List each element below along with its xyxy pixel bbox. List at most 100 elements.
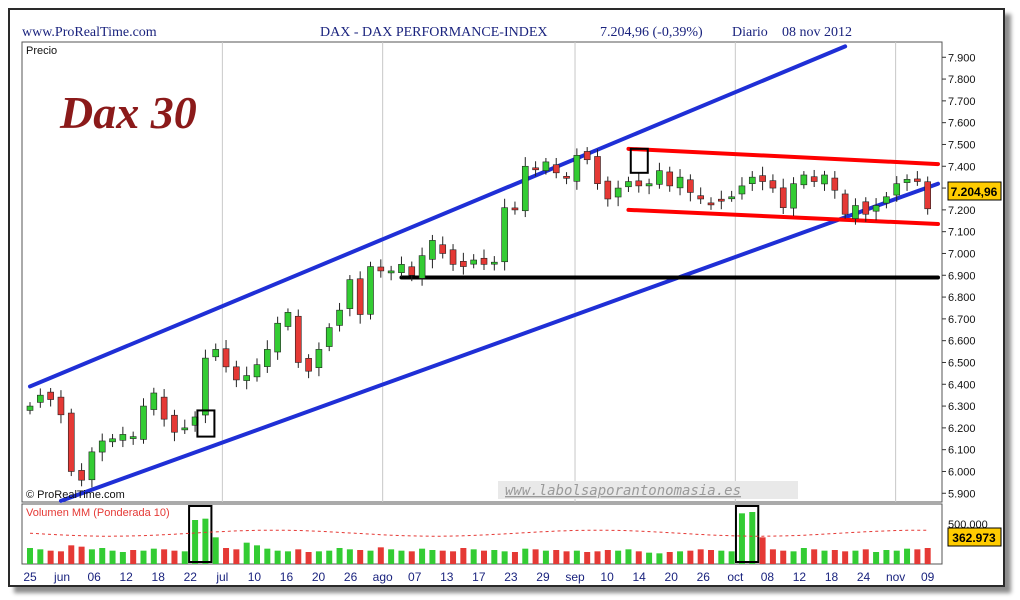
candle-body [594,156,601,185]
volume-bar [604,550,611,564]
x-tick-label: nov [886,570,905,584]
candle-body [573,155,581,182]
candle-body [439,244,447,254]
volume-bar [584,552,591,564]
volume-bar [295,549,302,564]
volume-bar [666,552,673,564]
candles [26,147,931,488]
candle-body [635,180,643,187]
volume-bar [914,549,921,564]
candle-body [356,278,364,315]
last-price-badge [947,181,1002,201]
volume-bar [470,549,477,564]
candle-body [914,178,921,182]
instrument-name: DAX - DAX PERFORMANCE-INDEX [320,25,548,40]
y-tick-label: 6.900 [948,270,976,282]
candle-body [460,261,467,267]
highlight-boxes [196,147,649,438]
chart-svg: www.ProRealTime.com DAX - DAX PERFORMANC… [21,25,1002,584]
volume-bar [511,552,518,564]
candle-body [769,180,777,189]
candle-body [583,151,591,161]
candle-body [676,176,684,189]
x-tick-label: 07 [408,570,422,584]
volume-bar [718,550,725,564]
volume-bar [450,551,457,564]
x-tick-label: 14 [632,570,646,584]
price-label: Precio [26,45,57,57]
y-tick-label: 6.000 [948,466,976,478]
volume-bar [780,550,787,564]
x-tick-label: 17 [472,570,486,584]
candle-body [759,175,766,182]
volume-bar [326,550,333,564]
candle-body [552,164,560,174]
candle-body [202,357,209,416]
candle-body [140,405,147,440]
range-lower-line [626,207,940,227]
volume-bar [532,549,539,564]
x-tick-label: 23 [504,570,518,584]
watermark-url[interactable]: www.labolsaporantonomasia.es [505,483,741,499]
candle-body [274,322,281,353]
volume-bar [646,552,653,564]
channel-upper-line [28,44,848,389]
x-tick-label: oct [727,570,744,584]
candle-body [284,312,292,327]
volume-bar [883,550,890,564]
x-tick-label: 10 [248,570,262,584]
volume-bar [78,546,85,564]
volume-bar [243,542,250,564]
volume-label: Volumen MM (Ponderada 10) [26,507,170,519]
candle-body [264,349,271,367]
candle-body [88,451,96,481]
candle-body [614,187,622,198]
volume-bar [99,548,106,564]
candle-body [37,394,44,403]
candle-body [625,181,632,188]
candle-body [800,174,808,186]
volume-bar [315,551,322,564]
candle-body [150,392,158,410]
candle-body [924,181,931,210]
x-tick-label: 12 [120,570,134,584]
volume-bar [398,550,405,564]
candle-body [532,167,539,171]
volume-bar [130,550,137,564]
candle-body [160,396,168,420]
candle-body [831,177,839,191]
volume-bar [192,520,199,564]
candle-body [212,349,220,358]
candle-body [398,264,405,273]
volume-bar [728,551,735,564]
candle-body [294,315,302,363]
y-tick-label: 7.800 [948,74,976,86]
volume-bar [27,548,33,564]
x-tick-label: 20 [312,570,326,584]
volume-bar [501,551,508,564]
volume-highlight-box [188,505,213,563]
x-tick-label: 29 [536,570,550,584]
candle-body [181,427,189,431]
volume-bar [150,548,157,564]
candle-body [253,364,261,378]
candle-body [645,183,653,187]
candle-body [377,266,385,272]
candle-body [325,327,333,347]
copyright-text: © ProRealTime.com [26,489,125,501]
date-text: 08 nov 2012 [782,25,852,40]
candle-body [903,179,911,183]
site-url[interactable]: www.ProRealTime.com [22,25,157,40]
x-tick-label: 26 [344,570,358,584]
volume-bar [419,548,426,564]
x-tick-label: 18 [152,570,166,584]
candle-body [501,207,508,263]
candle-body [233,366,240,381]
candle-body [367,266,374,315]
candle-body [893,183,901,196]
volume-bar [759,537,766,564]
candle-body [408,266,416,276]
y-tick-label: 7.900 [948,52,976,64]
candle-body [305,358,312,372]
y-tick-label: 6.500 [948,357,976,369]
